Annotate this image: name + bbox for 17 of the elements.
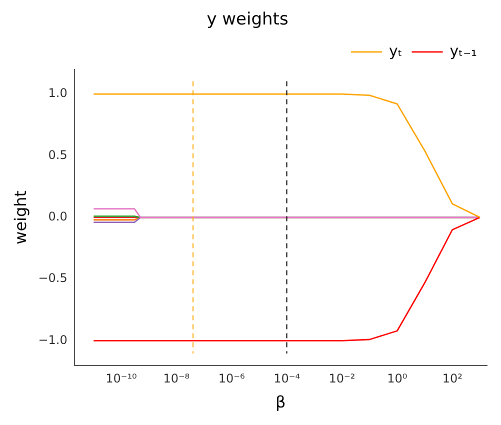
x-tick-label: 10⁻² — [328, 372, 356, 386]
x-tick-label: 10² — [442, 372, 463, 386]
y-tick-label: 0.5 — [48, 148, 68, 162]
legend-label: yₜ — [388, 42, 402, 60]
chart-title: y weights — [206, 10, 288, 30]
x-tick-label: 10⁰ — [387, 372, 408, 386]
x-tick-label: 10⁻⁶ — [218, 372, 245, 386]
x-tick-label: 10⁻⁴ — [274, 372, 300, 386]
legend-label: yₜ₋₁ — [450, 42, 478, 60]
y-tick-label: −1.0 — [38, 332, 68, 347]
x-tick-label: 10⁻¹⁰ — [106, 372, 138, 386]
x-tick-label: 10⁻⁸ — [163, 372, 190, 386]
x-axis-title: β — [276, 392, 286, 412]
y-tick-label: 1.0 — [48, 86, 68, 100]
y-tick-label: 0.0 — [48, 210, 68, 224]
y-tick-label: −0.5 — [38, 271, 68, 286]
y-axis-title: weight — [10, 190, 30, 244]
